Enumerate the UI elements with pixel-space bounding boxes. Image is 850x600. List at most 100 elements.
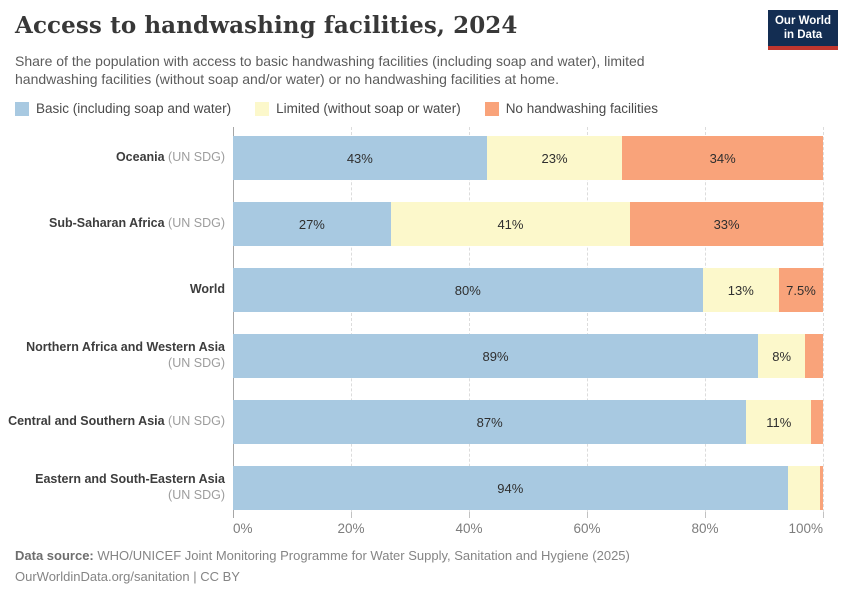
row-label-line: Central and Southern Asia (UN SDG) xyxy=(0,414,225,430)
entity-qualifier: (UN SDG) xyxy=(164,414,225,429)
bar-segment[interactable]: 33% xyxy=(630,202,823,246)
gridline-100 xyxy=(823,127,824,512)
entity-name: Sub-Saharan Africa xyxy=(49,216,165,231)
entity-name: World xyxy=(189,282,225,297)
bar-value-label: 41% xyxy=(497,216,524,232)
license-text: | CC BY xyxy=(189,569,240,585)
bar-value-label: 11% xyxy=(766,414,792,430)
row-label-line: Sub-Saharan Africa (UN SDG) xyxy=(0,216,225,232)
row-label: World xyxy=(0,268,225,312)
bar-segment[interactable] xyxy=(805,334,823,378)
bar-value-label: 8% xyxy=(772,348,792,364)
entity-qualifier: (UN SDG) xyxy=(168,356,225,370)
axis-tick-40 xyxy=(469,512,470,518)
bar-segment[interactable]: 8% xyxy=(758,334,806,378)
row-label: Central and Southern Asia (UN SDG) xyxy=(0,400,225,444)
row-label: Oceania (UN SDG) xyxy=(0,136,225,180)
entity-qualifier: (UN SDG) xyxy=(164,216,225,231)
bar-segment[interactable]: 94% xyxy=(233,466,788,510)
owid-logo-text-line2: in Data xyxy=(783,29,823,42)
gridline-80 xyxy=(705,127,706,512)
owid-url-link[interactable]: OurWorldinData.org/sanitation xyxy=(15,569,190,585)
row-label-line: Oceania (UN SDG) xyxy=(0,150,225,166)
legend-item-label: Limited (without soap or water) xyxy=(276,101,461,116)
legend-item-1[interactable]: Limited (without soap or water) xyxy=(255,101,461,116)
legend-swatch-icon xyxy=(255,101,270,116)
entity-name: Northern Africa and Western Asia xyxy=(26,340,225,355)
plot-region: 0% 20% 40% 60% 80% 100% Oceania (UN SDG) 43% 23… xyxy=(0,127,850,547)
owid-logo-text-line1: Our World xyxy=(774,15,831,27)
x-axis-tick-label: 80% xyxy=(691,521,719,536)
bar-value-label: 87% xyxy=(476,414,503,430)
legend-item-label: No handwashing facilities xyxy=(505,101,659,116)
bar-row: 89% 8% xyxy=(233,334,823,378)
gridline-60 xyxy=(587,127,588,512)
legend-item-0[interactable]: Basic (including soap and water) xyxy=(15,101,231,116)
bar-value-label: 89% xyxy=(482,348,509,364)
bar-segment[interactable]: 13% xyxy=(702,268,779,312)
footer: Data source: WHO/UNICEF Joint Monitoring… xyxy=(15,545,630,588)
datasource-label: Data source: xyxy=(15,548,94,563)
datasource-text: WHO/UNICEF Joint Monitoring Programme fo… xyxy=(93,548,630,563)
x-axis-tick-label: 60% xyxy=(573,521,601,536)
bar-value-label: 33% xyxy=(713,216,740,232)
x-axis-tick-label: 0% xyxy=(233,521,253,536)
bar-segment[interactable]: 11% xyxy=(746,400,812,444)
x-axis-tick-label: 20% xyxy=(337,521,365,536)
bar-segment[interactable]: 89% xyxy=(233,334,759,378)
chart-subtitle: Share of the population with access to b… xyxy=(15,53,645,88)
footer-license-line: OurWorldinData.org/sanitation | CC BY xyxy=(15,566,630,587)
bar-row: 94% xyxy=(233,466,823,510)
entity-name: Oceania xyxy=(115,150,165,165)
legend-swatch-icon xyxy=(15,101,29,116)
entity-name: Eastern and South-Eastern Asia xyxy=(35,472,225,487)
axis-tick-20 xyxy=(351,512,352,518)
row-label-name: Northern Africa and Western Asia xyxy=(0,340,225,356)
legend: Basic (including soap and water) Limited … xyxy=(15,101,658,116)
bar-segment[interactable] xyxy=(787,466,821,510)
footer-datasource-line: Data source: WHO/UNICEF Joint Monitoring… xyxy=(15,545,630,566)
bar-value-label: 80% xyxy=(454,282,481,298)
bar-segment[interactable]: 23% xyxy=(486,136,623,180)
gridline-0 xyxy=(233,127,234,518)
entity-qualifier: (UN SDG) xyxy=(168,488,225,502)
row-label-qualifier: (UN SDG) xyxy=(0,356,225,372)
bar-value-label: 7.5% xyxy=(786,282,816,298)
bar-row: 80% 13% 7.5% xyxy=(233,268,823,312)
bar-segment[interactable]: 7.5% xyxy=(778,268,823,312)
row-label: Sub-Saharan Africa (UN SDG) xyxy=(0,202,225,246)
bar-value-label: 27% xyxy=(298,216,325,232)
bar-value-label: 13% xyxy=(727,282,754,298)
gridline-20 xyxy=(351,127,352,512)
owid-logo[interactable]: Our World in Data xyxy=(768,10,838,50)
axis-tick-60 xyxy=(587,512,588,518)
axis-tick-100 xyxy=(823,512,824,518)
legend-item-2[interactable]: No handwashing facilities xyxy=(484,101,659,116)
bar-segment[interactable]: 41% xyxy=(390,202,631,246)
bar-segment[interactable]: 43% xyxy=(233,136,487,180)
bar-segment[interactable] xyxy=(811,400,823,444)
bar-segment[interactable] xyxy=(820,466,823,510)
gridline-40 xyxy=(469,127,470,512)
entity-name: Central and Southern Asia xyxy=(8,414,165,429)
bar-segment[interactable]: 80% xyxy=(233,268,703,312)
row-label-qualifier: (UN SDG) xyxy=(0,488,225,504)
x-axis: 0% 20% 40% 60% 80% 100% xyxy=(233,521,823,539)
bar-row: 43% 23% 34% xyxy=(233,136,823,180)
bar-value-label: 34% xyxy=(709,150,736,166)
bar-value-label: 94% xyxy=(497,480,524,496)
bar-value-label: 43% xyxy=(346,150,373,166)
bar-segment[interactable]: 27% xyxy=(233,202,391,246)
x-axis-tick-label: 40% xyxy=(455,521,483,536)
bar-segment[interactable]: 34% xyxy=(622,136,823,180)
row-label: Eastern and South-Eastern Asia (UN SDG) xyxy=(0,466,225,510)
bar-row: 27% 41% 33% xyxy=(233,202,823,246)
legend-item-label: Basic (including soap and water) xyxy=(36,101,232,116)
row-label: Northern Africa and Western Asia (UN SDG) xyxy=(0,334,225,378)
row-label-name: Eastern and South-Eastern Asia xyxy=(0,472,225,488)
x-axis-tick-label: 100% xyxy=(788,521,823,536)
plot-area xyxy=(233,127,824,518)
entity-qualifier: (UN SDG) xyxy=(164,150,225,165)
bar-segment[interactable]: 87% xyxy=(233,400,747,444)
